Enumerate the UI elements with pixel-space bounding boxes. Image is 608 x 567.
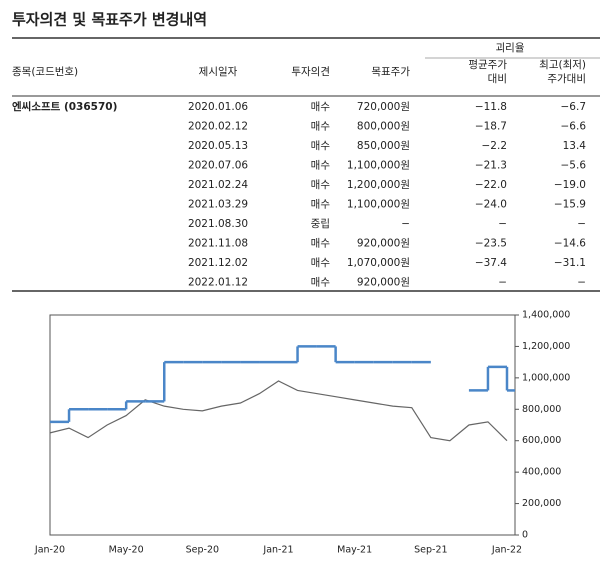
x-tick-label: Jan-21 <box>262 545 293 556</box>
cell: 720,000원 <box>357 101 410 113</box>
col-header: 평균주가 대비 <box>468 59 507 85</box>
cell: 1,100,000원 <box>347 199 410 211</box>
x-tick-label: Jan-20 <box>34 545 65 556</box>
cell: 2021.11.08 <box>188 238 248 250</box>
cell: 2021.08.30 <box>188 218 248 230</box>
cell: −22.0 <box>475 179 507 191</box>
cell: − <box>577 277 586 289</box>
y-tick-label: 0 <box>522 530 528 541</box>
y-tick-label: 1,000,000 <box>522 372 570 383</box>
x-tick-label: Sep-20 <box>186 545 219 556</box>
price-line <box>49 380 508 442</box>
cell: 2022.01.12 <box>188 277 248 289</box>
cell: 2020.07.06 <box>188 160 248 172</box>
col-header: 목표주가 <box>371 66 410 78</box>
cell: −31.1 <box>554 257 586 269</box>
col-header: 최고(최저) 주가대비 <box>539 59 586 85</box>
cell: 중립 <box>311 217 330 230</box>
y-tick-label: 400,000 <box>522 467 561 478</box>
cell: 매수 <box>311 121 331 133</box>
cell: −37.4 <box>475 257 507 269</box>
y-tick-label: 1,400,000 <box>522 310 570 321</box>
cell: −23.5 <box>475 238 507 250</box>
cell: 매수 <box>311 140 331 152</box>
cell: −6.7 <box>561 101 587 113</box>
plot-frame <box>49 314 516 536</box>
page-title: 투자의견 및 목표주가 변경내역 <box>12 11 207 29</box>
cell: −21.3 <box>475 160 507 172</box>
cell: 2020.05.13 <box>188 140 248 152</box>
cell: −15.9 <box>554 199 586 211</box>
cell: − <box>401 218 410 230</box>
cell: 매수 <box>311 238 331 250</box>
cell: 920,000원 <box>357 277 410 289</box>
cell: 800,000원 <box>357 121 410 133</box>
cell: −6.6 <box>561 121 587 133</box>
cell: 920,000원 <box>357 238 410 250</box>
cell: 2021.03.29 <box>188 199 248 211</box>
cell: 매수 <box>311 101 331 113</box>
group-header: 괴리율 <box>496 42 525 54</box>
cell: 매수 <box>311 277 331 289</box>
cell: −19.0 <box>554 179 586 191</box>
cell: 2021.12.02 <box>188 257 248 269</box>
y-tick-label: 600,000 <box>522 435 561 446</box>
x-tick-label: Jan-22 <box>491 545 522 556</box>
cell: − <box>498 277 507 289</box>
x-tick-label: May-20 <box>109 545 144 556</box>
x-tick-label: Sep-21 <box>414 545 447 556</box>
cell: − <box>498 218 507 230</box>
cell: 13.4 <box>563 140 587 152</box>
cell: 매수 <box>311 199 331 211</box>
cell: 매수 <box>311 160 331 172</box>
y-tick-label: 800,000 <box>522 404 561 415</box>
cell: 1,200,000원 <box>347 179 410 191</box>
y-tick-label: 1,200,000 <box>522 341 570 352</box>
col-header: 투자의견 <box>291 66 330 78</box>
cell: 1,100,000원 <box>347 160 410 172</box>
cell: 2020.01.06 <box>188 101 248 113</box>
cell: 2020.02.12 <box>188 121 248 133</box>
col-header: 제시일자 <box>199 65 238 78</box>
cell: −2.2 <box>482 140 508 152</box>
cell: − <box>577 218 586 230</box>
company: 엔씨소프트 (036570) <box>12 100 117 113</box>
col-header: 종목(코드번호) <box>12 66 78 78</box>
cell: −24.0 <box>475 199 507 211</box>
x-tick-label: May-21 <box>337 545 372 556</box>
cell: −14.6 <box>554 238 586 250</box>
cell: −11.8 <box>475 101 507 113</box>
cell: −5.6 <box>561 160 587 172</box>
cell: −18.7 <box>475 121 507 133</box>
y-tick-label: 200,000 <box>522 498 561 509</box>
cell: 매수 <box>311 257 331 269</box>
cell: 1,070,000원 <box>347 257 410 269</box>
cell: 850,000원 <box>357 140 410 152</box>
cell: 2021.02.24 <box>188 179 248 191</box>
cell: 매수 <box>311 179 331 191</box>
